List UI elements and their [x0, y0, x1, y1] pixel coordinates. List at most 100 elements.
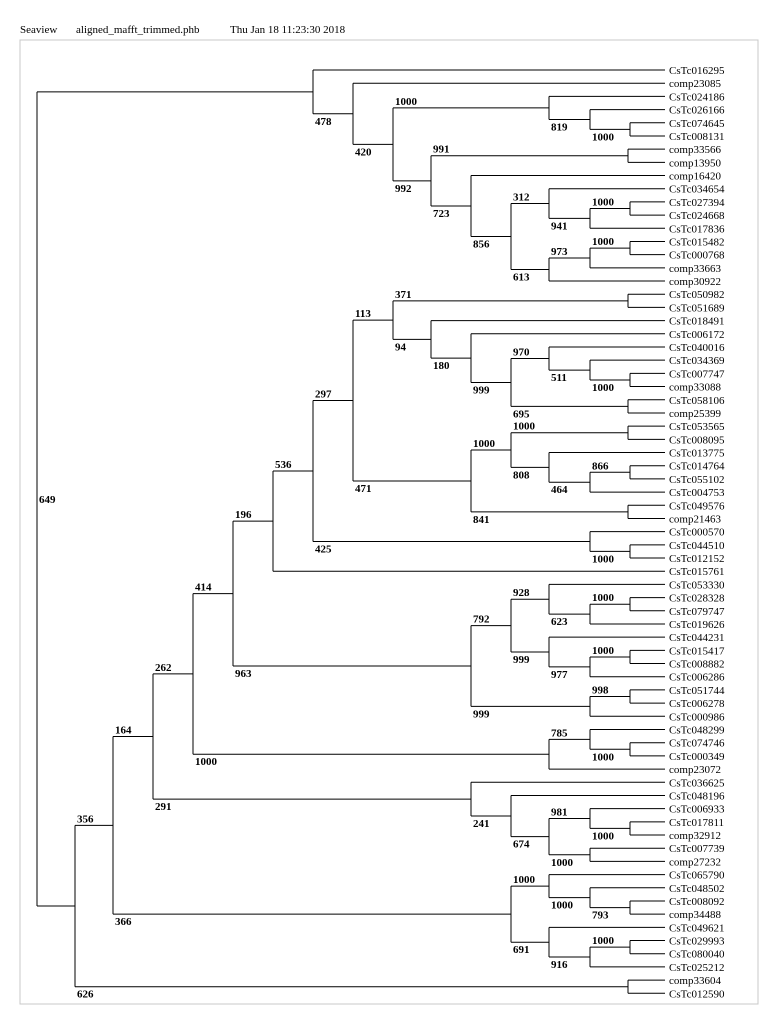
- leaf-name: CsTc000768: [669, 250, 725, 262]
- bootstrap-value: 691: [513, 944, 530, 956]
- leaf-name: CsTc007747: [669, 368, 725, 380]
- leaf-name: comp23085: [669, 78, 721, 90]
- bootstrap-value: 511: [551, 372, 567, 384]
- bootstrap-value: 1000: [592, 553, 615, 565]
- bootstrap-value: 928: [513, 587, 530, 599]
- leaf-name: CsTc080040: [669, 949, 725, 961]
- leaf-name: CsTc019626: [669, 619, 725, 631]
- bootstrap-value: 992: [395, 183, 412, 195]
- leaf-name: CsTc074746: [669, 738, 725, 750]
- leaf-name: CsTc024186: [669, 91, 725, 103]
- bootstrap-value: 613: [513, 271, 530, 283]
- leaf-name: comp27232: [669, 856, 721, 868]
- leaf-name: CsTc013775: [669, 448, 725, 460]
- leaf-name: CsTc000570: [669, 527, 725, 539]
- leaf-name: CsTc015482: [669, 236, 724, 248]
- bootstrap-value: 471: [355, 483, 372, 495]
- bootstrap-value: 414: [195, 582, 212, 594]
- bootstrap-value: 991: [433, 144, 450, 156]
- leaf-name: CsTc027394: [669, 197, 725, 209]
- bootstrap-value: 941: [551, 220, 568, 232]
- leaf-name: comp16420: [669, 171, 721, 183]
- leaf-name: comp13950: [669, 157, 721, 169]
- leaf-name: CsTc026166: [669, 105, 725, 117]
- bootstrap-value: 1000: [551, 900, 574, 912]
- leaf-name: CsTc004753: [669, 487, 725, 499]
- leaf-name: CsTc012590: [669, 988, 725, 1000]
- program-name: Seaview: [20, 24, 57, 36]
- leaf-name: CsTc044231: [669, 632, 724, 644]
- leaf-name: CsTc006933: [669, 804, 725, 816]
- bootstrap-value: 1000: [592, 131, 615, 143]
- leaf-name: CsTc006278: [669, 698, 725, 710]
- bootstrap-value: 793: [592, 910, 609, 922]
- leaf-name: CsTc024668: [669, 210, 725, 222]
- bootstrap-value: 1000: [513, 874, 536, 886]
- leaf-name: CsTc025212: [669, 962, 724, 974]
- leaf-name: comp34488: [669, 909, 721, 921]
- bootstrap-value: 241: [473, 818, 490, 830]
- bootstrap-value: 623: [551, 616, 568, 628]
- bootstrap-value: 1000: [592, 196, 615, 208]
- bootstrap-value: 1000: [592, 382, 615, 394]
- bootstrap-value: 819: [551, 121, 568, 133]
- bootstrap-value: 371: [395, 289, 412, 301]
- leaf-name: CsTc050982: [669, 289, 724, 301]
- leaf-name: CsTc006172: [669, 329, 724, 341]
- leaf-name: CsTc017836: [669, 223, 725, 235]
- bootstrap-value: 312: [513, 192, 530, 204]
- bootstrap-value: 856: [473, 239, 490, 251]
- leaf-name: CsTc044510: [669, 540, 725, 552]
- bootstrap-value: 297: [315, 389, 332, 401]
- bootstrap-value: 866: [592, 460, 609, 472]
- bootstrap-value: 999: [513, 654, 530, 666]
- bootstrap-value: 977: [551, 669, 568, 681]
- leaf-name: CsTc015417: [669, 645, 725, 657]
- bootstrap-value: 366: [115, 916, 132, 928]
- bootstrap-value: 916: [551, 959, 568, 971]
- bootstrap-value: 1000: [513, 421, 536, 433]
- leaf-name: CsTc048502: [669, 883, 724, 895]
- leaf-name: CsTc000349: [669, 751, 725, 763]
- bootstrap-value: 723: [433, 208, 450, 220]
- leaf-name: CsTc065790: [669, 870, 725, 882]
- leaf-name: CsTc008095: [669, 434, 725, 446]
- leaf-name: CsTc034369: [669, 355, 725, 367]
- frame: [19, 39, 759, 1005]
- leaf-name: CsTc053565: [669, 421, 725, 433]
- bootstrap-value: 536: [275, 459, 292, 471]
- bootstrap-value: 674: [513, 839, 530, 851]
- bootstrap-value: 973: [551, 246, 568, 258]
- leaf-name: CsTc008092: [669, 896, 724, 908]
- bootstrap-value: 792: [473, 614, 490, 626]
- bootstrap-value: 1000: [592, 751, 615, 763]
- bootstrap-value: 963: [235, 668, 252, 680]
- tree: CsTc016295comp23085CsTc024186CsTc026166C…: [36, 65, 725, 1001]
- leaf-name: CsTc079747: [669, 606, 725, 618]
- bootstrap-value: 695: [513, 408, 530, 420]
- bootstrap-value: 999: [473, 708, 490, 720]
- bootstrap-value: 425: [315, 544, 332, 556]
- leaf-name: CsTc017811: [669, 817, 724, 829]
- leaf-name: CsTc048196: [669, 790, 725, 802]
- leaf-name: comp30922: [669, 276, 721, 288]
- bootstrap-value: 841: [473, 514, 490, 526]
- leaf-name: CsTc051689: [669, 302, 725, 314]
- bootstrap-value: 626: [77, 989, 94, 1001]
- bootstrap-value: 478: [315, 116, 332, 128]
- bootstrap-value: 291: [155, 801, 172, 813]
- bootstrap-value: 808: [513, 469, 530, 481]
- leaf-name: CsTc000986: [669, 711, 725, 723]
- bootstrap-value: 464: [551, 484, 568, 496]
- leaf-name: CsTc049621: [669, 922, 724, 934]
- leaf-name: CsTc048299: [669, 725, 725, 737]
- leaf-name: CsTc028328: [669, 593, 725, 605]
- bootstrap-value: 970: [513, 347, 530, 359]
- bootstrap-value: 649: [39, 494, 56, 506]
- leaf-name: CsTc040016: [669, 342, 725, 354]
- leaf-name: comp32912: [669, 830, 721, 842]
- bootstrap-value: 1000: [592, 592, 615, 604]
- bootstrap-value: 1000: [592, 645, 615, 657]
- leaf-name: CsTc074645: [669, 118, 725, 130]
- leaf-name: CsTc018491: [669, 316, 724, 328]
